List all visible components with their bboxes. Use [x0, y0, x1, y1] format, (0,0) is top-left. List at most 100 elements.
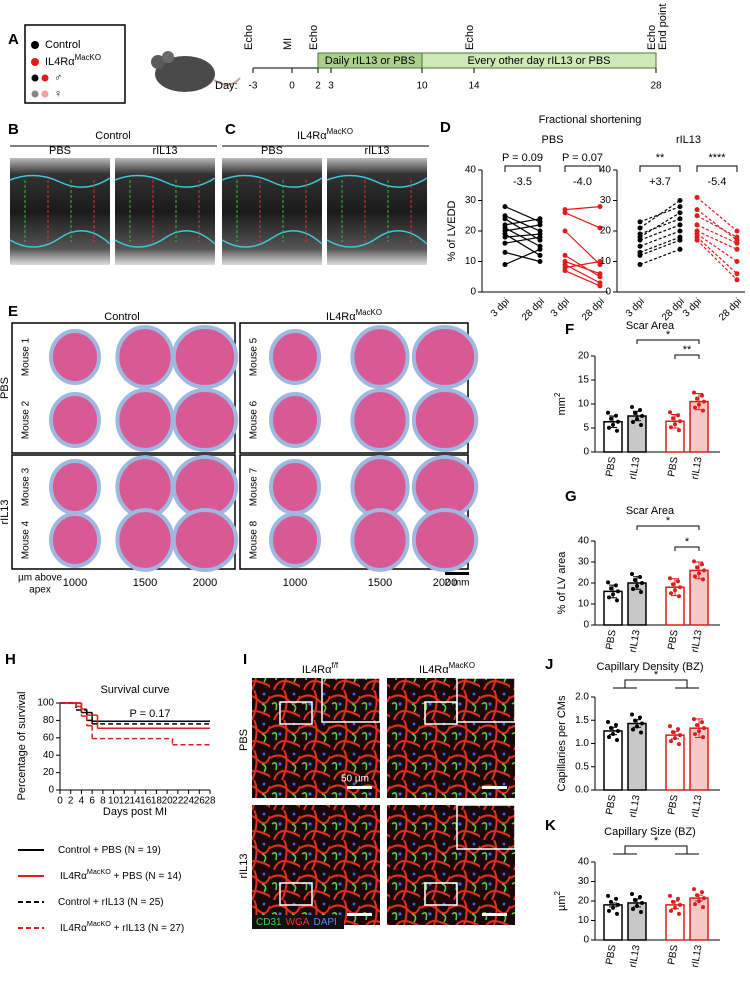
x-tick-label: 2	[68, 796, 74, 807]
x-tick-label: rIL13	[628, 456, 643, 481]
bracket	[564, 165, 601, 172]
dot-decoration	[669, 425, 673, 430]
dot-decoration	[677, 428, 681, 433]
x-tick-label: 10	[108, 796, 120, 807]
point	[502, 262, 508, 268]
dot-decoration	[678, 585, 682, 590]
y-tick-label: 20	[578, 578, 590, 589]
dot-decoration	[615, 428, 619, 433]
dot-decoration	[678, 902, 682, 907]
significance: *	[666, 515, 671, 527]
dot-decoration	[611, 422, 615, 427]
dot-decoration	[630, 712, 634, 717]
p-value: P = 0.07	[562, 152, 603, 164]
point	[597, 271, 603, 277]
p-value: P = 0.17	[129, 708, 170, 720]
depth-value: 1500	[368, 577, 392, 589]
pair-line	[564, 212, 601, 229]
y-tick-label: 20	[600, 226, 612, 237]
y-tick-label: 10	[578, 599, 590, 610]
pair-line	[564, 260, 601, 275]
heart-section	[350, 455, 410, 519]
dot-decoration	[635, 417, 639, 421]
dot-decoration	[606, 580, 610, 585]
column-title: IL4RαMacKO	[419, 661, 475, 676]
x-tick-label: rIL13	[628, 944, 643, 969]
dot-decoration	[606, 719, 610, 724]
pair-line	[639, 206, 681, 223]
point	[562, 228, 568, 234]
legend-dot	[31, 90, 39, 98]
legend-dot	[31, 41, 39, 49]
y-tick-label: 10	[600, 256, 612, 267]
dot-decoration	[700, 720, 704, 725]
y-tick-label: 0	[583, 620, 589, 631]
point	[537, 234, 543, 240]
dot-decoration	[638, 894, 642, 899]
inset-frame	[321, 677, 381, 723]
y-tick-label: 30	[465, 195, 477, 206]
dot-decoration	[669, 591, 673, 596]
dot-decoration	[702, 568, 706, 573]
point	[562, 210, 568, 216]
legend-label-base: IL4Rα	[45, 56, 75, 68]
x-tick-label: 20	[162, 796, 174, 807]
phase-label: Every other day rIL13 or PBS	[467, 55, 610, 67]
legend-label: Control	[45, 39, 80, 51]
point	[677, 222, 683, 228]
day-value: 10	[416, 81, 428, 92]
heart-section	[171, 325, 239, 389]
dot-decoration	[695, 565, 699, 570]
pair-line	[564, 206, 601, 211]
stain-name: WGA	[286, 917, 310, 928]
significance: *	[654, 835, 659, 847]
event-label: Echo	[243, 25, 255, 50]
column-title-sup: MacKO	[449, 661, 475, 670]
pair-line	[504, 218, 541, 226]
y-tick-label: 0.5	[575, 761, 589, 772]
y-tick-label: 100	[37, 698, 54, 709]
p-value: P = 0.09	[502, 152, 543, 164]
stain-box	[252, 915, 344, 929]
legend-label: ♀	[54, 88, 62, 100]
bar	[603, 730, 623, 791]
dot-decoration	[693, 405, 697, 410]
bar	[627, 902, 647, 941]
dot-decoration	[695, 723, 699, 728]
column-title: Control	[104, 311, 139, 323]
legend-dot	[41, 74, 49, 82]
point	[502, 249, 508, 255]
panel-label: H	[5, 651, 16, 668]
panel-label: A	[8, 31, 19, 48]
mouse-label: Mouse 6	[249, 400, 260, 439]
heart-section	[49, 329, 101, 385]
legend-label-part: Control + rIL13 (N = 25)	[58, 897, 164, 908]
mouse-label: Mouse 1	[21, 337, 32, 376]
bar	[665, 904, 685, 941]
y-axis-label-sup: 2	[553, 891, 562, 895]
row-label: PBS	[0, 377, 11, 399]
echo-wall	[221, 230, 323, 248]
point	[734, 246, 740, 252]
dot-decoration	[633, 411, 637, 415]
y-tick-label: 0	[48, 785, 54, 796]
point	[694, 213, 700, 219]
pair-line	[504, 248, 541, 266]
dot-decoration	[631, 727, 635, 732]
point	[637, 219, 643, 225]
panel-label: J	[545, 656, 553, 673]
x-tick-label: PBS	[604, 456, 618, 478]
x-tick-label: rIL13	[628, 794, 643, 819]
point	[677, 237, 683, 243]
dot-decoration	[692, 559, 696, 564]
x-tick-label: rIL13	[690, 794, 705, 819]
dot-decoration	[676, 727, 680, 732]
y-axis-label: µm2	[553, 891, 568, 911]
dot-decoration	[700, 890, 704, 895]
pair-line	[639, 248, 681, 266]
point	[694, 194, 700, 200]
dot-decoration	[630, 572, 634, 576]
y-tick-label: 30	[578, 876, 590, 887]
change-label: +3.7	[649, 176, 671, 188]
